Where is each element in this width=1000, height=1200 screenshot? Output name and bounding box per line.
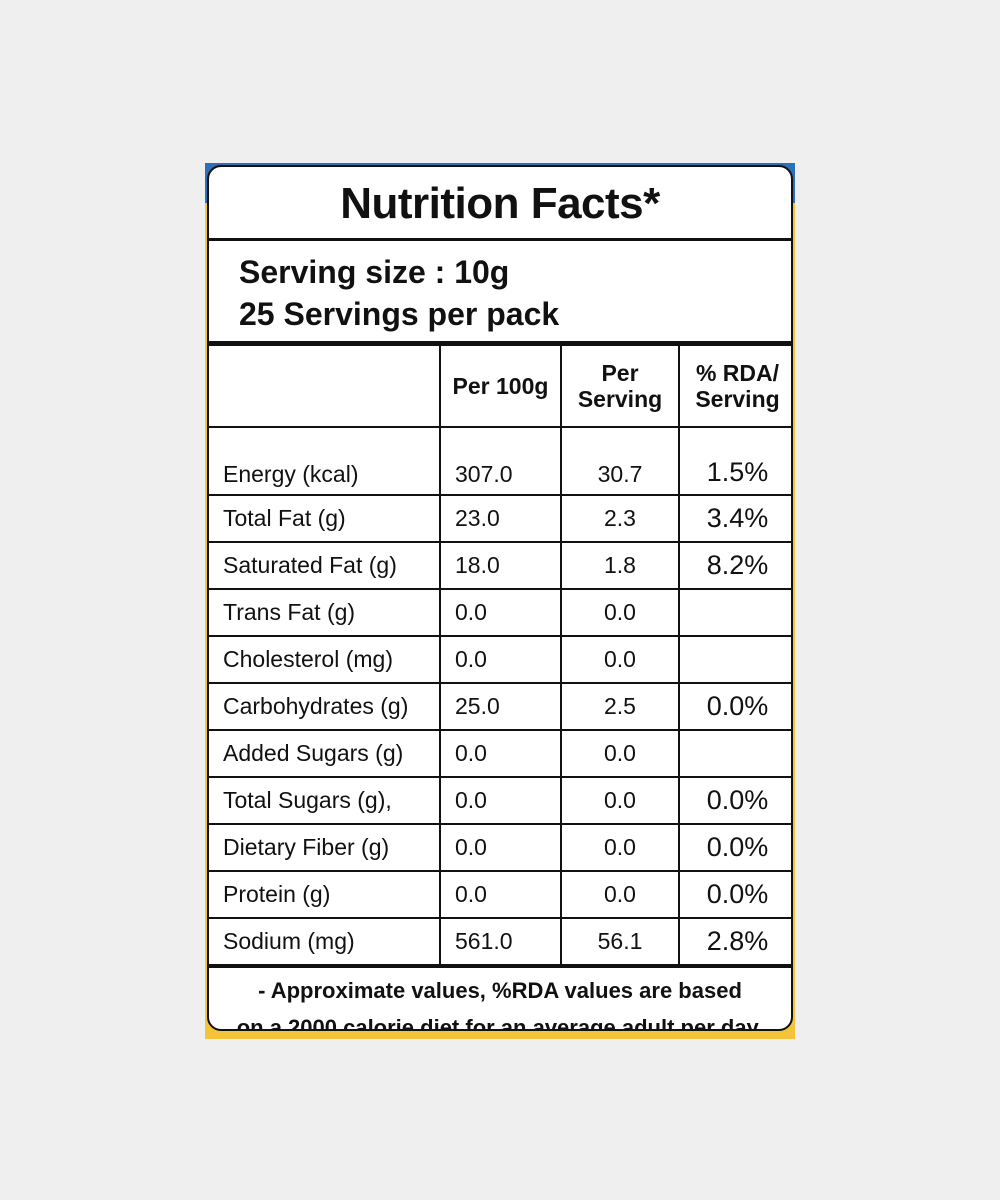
header-per-100g: Per 100g (439, 344, 562, 428)
rda-value: 2.8% (678, 917, 791, 966)
per-100g-value: 561.0 (439, 917, 562, 966)
table-row: Protein (g) 0.0 0.0 0.0% (209, 870, 791, 919)
serving-size: Serving size : 10g (239, 254, 510, 290)
per-serving-value: 0.0 (560, 776, 680, 825)
nutrient-name: Sodium (mg) (209, 917, 441, 966)
nutrient-name: Dietary Fiber (g) (209, 823, 441, 872)
per-100g-value: 0.0 (439, 729, 562, 778)
header-rda: % RDA/ Serving (678, 344, 791, 428)
rda-value: 0.0% (678, 823, 791, 872)
table-row: Energy (kcal) 307.0 30.7 1.5% (209, 426, 791, 496)
per-serving-value: 0.0 (560, 870, 680, 919)
rda-value (678, 588, 791, 637)
rda-value: 8.2% (678, 541, 791, 590)
nutrient-name: Saturated Fat (g) (209, 541, 441, 590)
per-100g-value: 0.0 (439, 823, 562, 872)
per-100g-value: 0.0 (439, 588, 562, 637)
rda-value: 1.5% (678, 426, 791, 496)
serving-info: Serving size : 10g 25 Servings per pack (209, 241, 791, 344)
rda-value (678, 635, 791, 684)
header-per-serving-line1: Per (601, 360, 639, 386)
per-100g-value: 18.0 (439, 541, 562, 590)
table-header-row: Per 100g Per Serving % RDA/ Serving (209, 344, 791, 428)
nutrient-name: Cholesterol (mg) (209, 635, 441, 684)
per-serving-value: 0.0 (560, 635, 680, 684)
header-per-serving-line2: Serving (577, 386, 663, 412)
per-100g-value: 25.0 (439, 682, 562, 731)
per-serving-value: 0.0 (560, 823, 680, 872)
per-100g-value: 307.0 (439, 426, 562, 496)
table-row: Trans Fat (g) 0.0 0.0 (209, 588, 791, 637)
table-row: Saturated Fat (g) 18.0 1.8 8.2% (209, 541, 791, 590)
per-100g-value: 23.0 (439, 494, 562, 543)
table-row: Dietary Fiber (g) 0.0 0.0 0.0% (209, 823, 791, 872)
footnote-line1: - Approximate values, %RDA values are ba… (258, 978, 742, 1003)
per-serving-value: 1.8 (560, 541, 680, 590)
table-row: Added Sugars (g) 0.0 0.0 (209, 729, 791, 778)
nutrient-name: Protein (g) (209, 870, 441, 919)
nutrient-name: Carbohydrates (g) (209, 682, 441, 731)
label-title: Nutrition Facts* (209, 167, 791, 241)
per-serving-value: 2.5 (560, 682, 680, 731)
per-serving-value: 30.7 (560, 426, 680, 496)
header-per-serving: Per Serving (560, 344, 680, 428)
rda-value: 0.0% (678, 870, 791, 919)
per-serving-value: 2.3 (560, 494, 680, 543)
rda-value: 0.0% (678, 682, 791, 731)
header-rda-line1: % RDA/ (695, 360, 780, 386)
nutrition-table: Per 100g Per Serving % RDA/ Serving Ener… (209, 344, 791, 966)
nutrition-label: Nutrition Facts* Serving size : 10g 25 S… (207, 165, 793, 1031)
rda-value: 3.4% (678, 494, 791, 543)
rda-value (678, 729, 791, 778)
nutrient-name: Added Sugars (g) (209, 729, 441, 778)
per-100g-value: 0.0 (439, 870, 562, 919)
nutrient-name: Total Sugars (g), (209, 776, 441, 825)
nutrient-name: Energy (kcal) (209, 426, 441, 496)
table-row: Carbohydrates (g) 25.0 2.5 0.0% (209, 682, 791, 731)
table-row: Sodium (mg) 561.0 56.1 2.8% (209, 917, 791, 966)
per-serving-value: 0.0 (560, 729, 680, 778)
nutrient-name: Trans Fat (g) (209, 588, 441, 637)
rda-value: 0.0% (678, 776, 791, 825)
footnote: - Approximate values, %RDA values are ba… (209, 966, 791, 1031)
per-serving-value: 56.1 (560, 917, 680, 966)
footnote-line2: on a 2000 calorie diet for an average ad… (236, 1015, 764, 1031)
table-row: Total Fat (g) 23.0 2.3 3.4% (209, 494, 791, 543)
servings-per-pack: 25 Servings per pack (239, 296, 560, 332)
per-serving-value: 0.0 (560, 588, 680, 637)
per-100g-value: 0.0 (439, 635, 562, 684)
per-100g-value: 0.0 (439, 776, 562, 825)
header-rda-line2: Serving (695, 386, 780, 412)
table-row: Total Sugars (g), 0.0 0.0 0.0% (209, 776, 791, 825)
product-pack: Nutrition Facts* Serving size : 10g 25 S… (205, 163, 795, 1039)
nutrient-name: Total Fat (g) (209, 494, 441, 543)
table-row: Cholesterol (mg) 0.0 0.0 (209, 635, 791, 684)
header-nutrient (209, 344, 441, 428)
